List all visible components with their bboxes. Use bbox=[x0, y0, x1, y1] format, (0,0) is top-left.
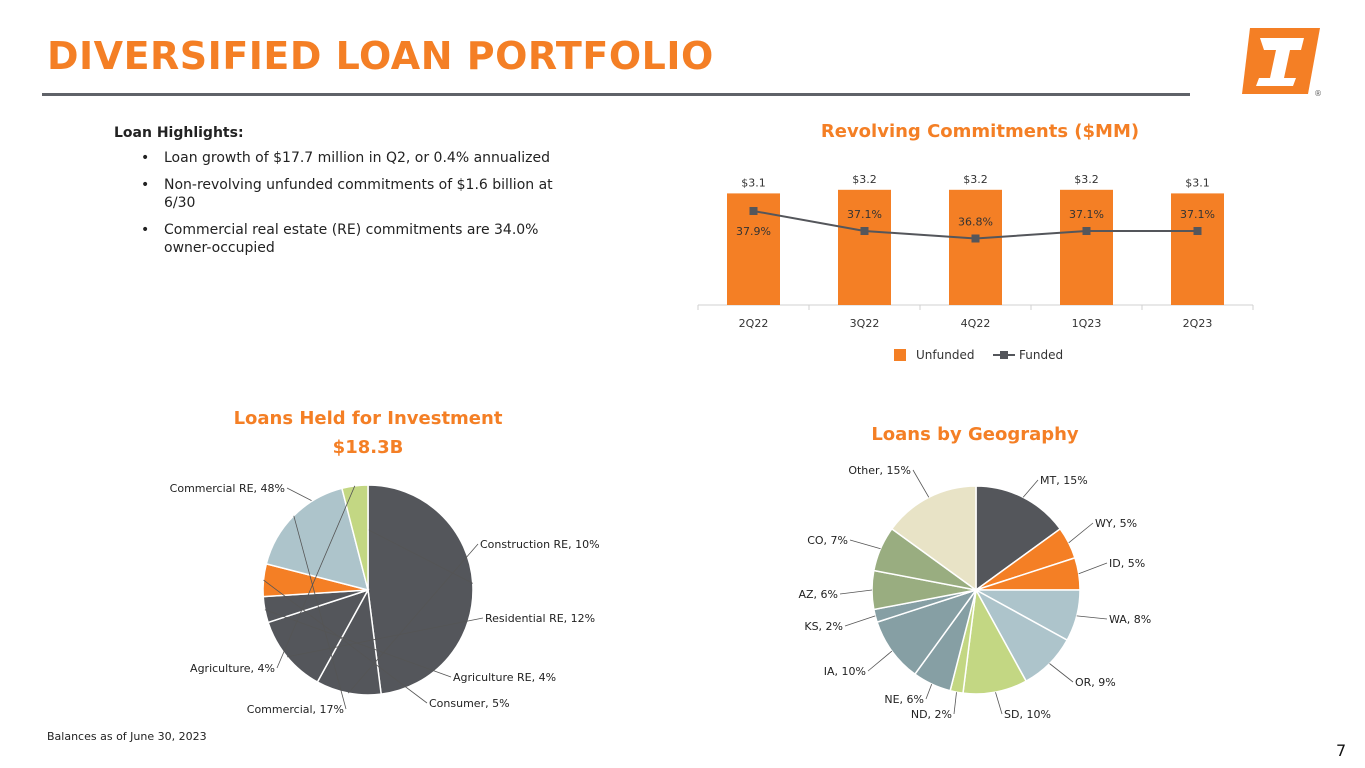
funded-value-label: 37.1% bbox=[1069, 208, 1104, 221]
pie-slice-label: Commercial RE, 48% bbox=[170, 482, 285, 495]
unfunded-bar bbox=[1171, 193, 1224, 305]
pie-leader-line bbox=[293, 515, 347, 710]
title-divider bbox=[42, 93, 1190, 96]
pie-slice-label: IA, 10% bbox=[824, 665, 866, 678]
unfunded-bar bbox=[949, 189, 1002, 305]
pie-slice-label: Other, 15% bbox=[848, 464, 911, 477]
funded-value-label: 37.1% bbox=[1180, 208, 1215, 221]
unfunded-bar bbox=[838, 189, 891, 305]
revolving-chart-title: Revolving Commitments ($MM) bbox=[820, 121, 1140, 142]
pie-slice-label: AZ, 6% bbox=[798, 588, 838, 601]
pie-slice-label: ID, 5% bbox=[1109, 557, 1145, 570]
x-tick-label: 2Q22 bbox=[739, 317, 769, 330]
pie-leader-line bbox=[867, 650, 893, 672]
pie-slice-label: Construction RE, 10% bbox=[480, 538, 600, 551]
bar-value-label: $3.2 bbox=[1074, 173, 1099, 186]
pie-leader-line bbox=[347, 543, 479, 694]
pie-slice-label: Commercial, 17% bbox=[247, 703, 344, 716]
pie-leader-line bbox=[925, 683, 933, 700]
pie-slice-label: OR, 9% bbox=[1075, 676, 1116, 689]
funded-value-label: 36.8% bbox=[958, 216, 993, 229]
pie-leader-line bbox=[912, 469, 930, 498]
funded-point bbox=[1193, 227, 1202, 235]
pie-slice-label: MT, 15% bbox=[1040, 474, 1088, 487]
pie-slice bbox=[975, 485, 1062, 592]
pie-slice bbox=[890, 485, 977, 592]
funded-value-label: 37.1% bbox=[847, 208, 882, 221]
pie-leader-line bbox=[263, 579, 428, 704]
funded-point bbox=[860, 227, 869, 235]
funded-point bbox=[749, 207, 758, 215]
pie-slice-label: WA, 8% bbox=[1109, 613, 1151, 626]
pie-leader-line bbox=[1068, 522, 1094, 544]
x-tick-label: 3Q22 bbox=[850, 317, 880, 330]
pie-leader-line bbox=[849, 539, 881, 550]
pie-slice-label: WY, 5% bbox=[1095, 517, 1137, 530]
bar-value-label: $3.1 bbox=[1185, 176, 1210, 189]
pie-slice-label: CO, 7% bbox=[807, 534, 848, 547]
pie-slice-label: Agriculture RE, 4% bbox=[453, 671, 556, 684]
page-number: 7 bbox=[1336, 741, 1347, 760]
pie-leader-line bbox=[1078, 562, 1108, 575]
x-tick-label: 1Q23 bbox=[1072, 317, 1102, 330]
highlights-title: Loan Highlights: bbox=[114, 125, 244, 141]
funded-point bbox=[1082, 227, 1091, 235]
pie-slice-label: Residential RE, 12% bbox=[485, 612, 595, 625]
pie-leader-line bbox=[844, 615, 876, 627]
pie-slice-label: Agriculture, 4% bbox=[190, 662, 275, 675]
legend-unfunded-label: Unfunded bbox=[916, 348, 974, 362]
highlight-item: Non-revolving unfunded commitments of $1… bbox=[141, 176, 584, 212]
pie-slice-label: SD, 10% bbox=[1004, 708, 1051, 721]
svg-text:®: ® bbox=[1314, 89, 1322, 98]
legend-funded-marker bbox=[1000, 351, 1008, 359]
pie-leader-line bbox=[953, 692, 957, 715]
loans-geo-title: Loans by Geography bbox=[871, 424, 1079, 445]
pie-leader-line bbox=[1049, 663, 1074, 683]
bar-value-label: $3.2 bbox=[852, 173, 877, 186]
pie-leader-line bbox=[1022, 479, 1039, 498]
x-tick-label: 2Q23 bbox=[1183, 317, 1213, 330]
brand-logo: ® bbox=[1240, 24, 1326, 100]
loans-hfi-subtitle: $18.3B bbox=[332, 437, 404, 458]
bar-value-label: $3.2 bbox=[963, 173, 988, 186]
pie-slice bbox=[267, 588, 370, 684]
pie-leader-line bbox=[264, 609, 452, 678]
pie-leader-line bbox=[995, 692, 1003, 715]
unfunded-bar bbox=[1060, 189, 1113, 305]
pie-slice-label: NE, 6% bbox=[884, 693, 924, 706]
legend-funded-label: Funded bbox=[1019, 348, 1063, 362]
loan-highlights: Loan Highlights: Loan growth of $17.7 mi… bbox=[114, 125, 584, 266]
funded-point bbox=[971, 234, 980, 243]
pie-slice-label: Consumer, 5% bbox=[429, 697, 510, 710]
pie-leader-line bbox=[276, 485, 356, 669]
pie-slice-label: KS, 2% bbox=[804, 620, 843, 633]
highlights-list: Loan growth of $17.7 million in Q2, or 0… bbox=[114, 149, 584, 257]
pie-leader-line bbox=[1076, 615, 1108, 620]
highlight-item: Commercial real estate (RE) commitments … bbox=[141, 221, 584, 257]
funded-value-label: 37.9% bbox=[736, 225, 771, 238]
highlight-item: Loan growth of $17.7 million in Q2, or 0… bbox=[141, 149, 584, 167]
legend-unfunded-swatch bbox=[894, 349, 906, 361]
bar-value-label: $3.1 bbox=[741, 176, 766, 189]
x-tick-label: 4Q22 bbox=[961, 317, 991, 330]
pie-leader-line bbox=[839, 589, 873, 595]
pie-slice-label: ND, 2% bbox=[911, 708, 952, 721]
loans-hfi-title: Loans Held for Investment bbox=[233, 408, 503, 429]
footnote: Balances as of June 30, 2023 bbox=[47, 730, 207, 743]
page-title: DIVERSIFIED LOAN PORTFOLIO bbox=[47, 34, 714, 78]
pie-leader-line bbox=[287, 617, 484, 658]
